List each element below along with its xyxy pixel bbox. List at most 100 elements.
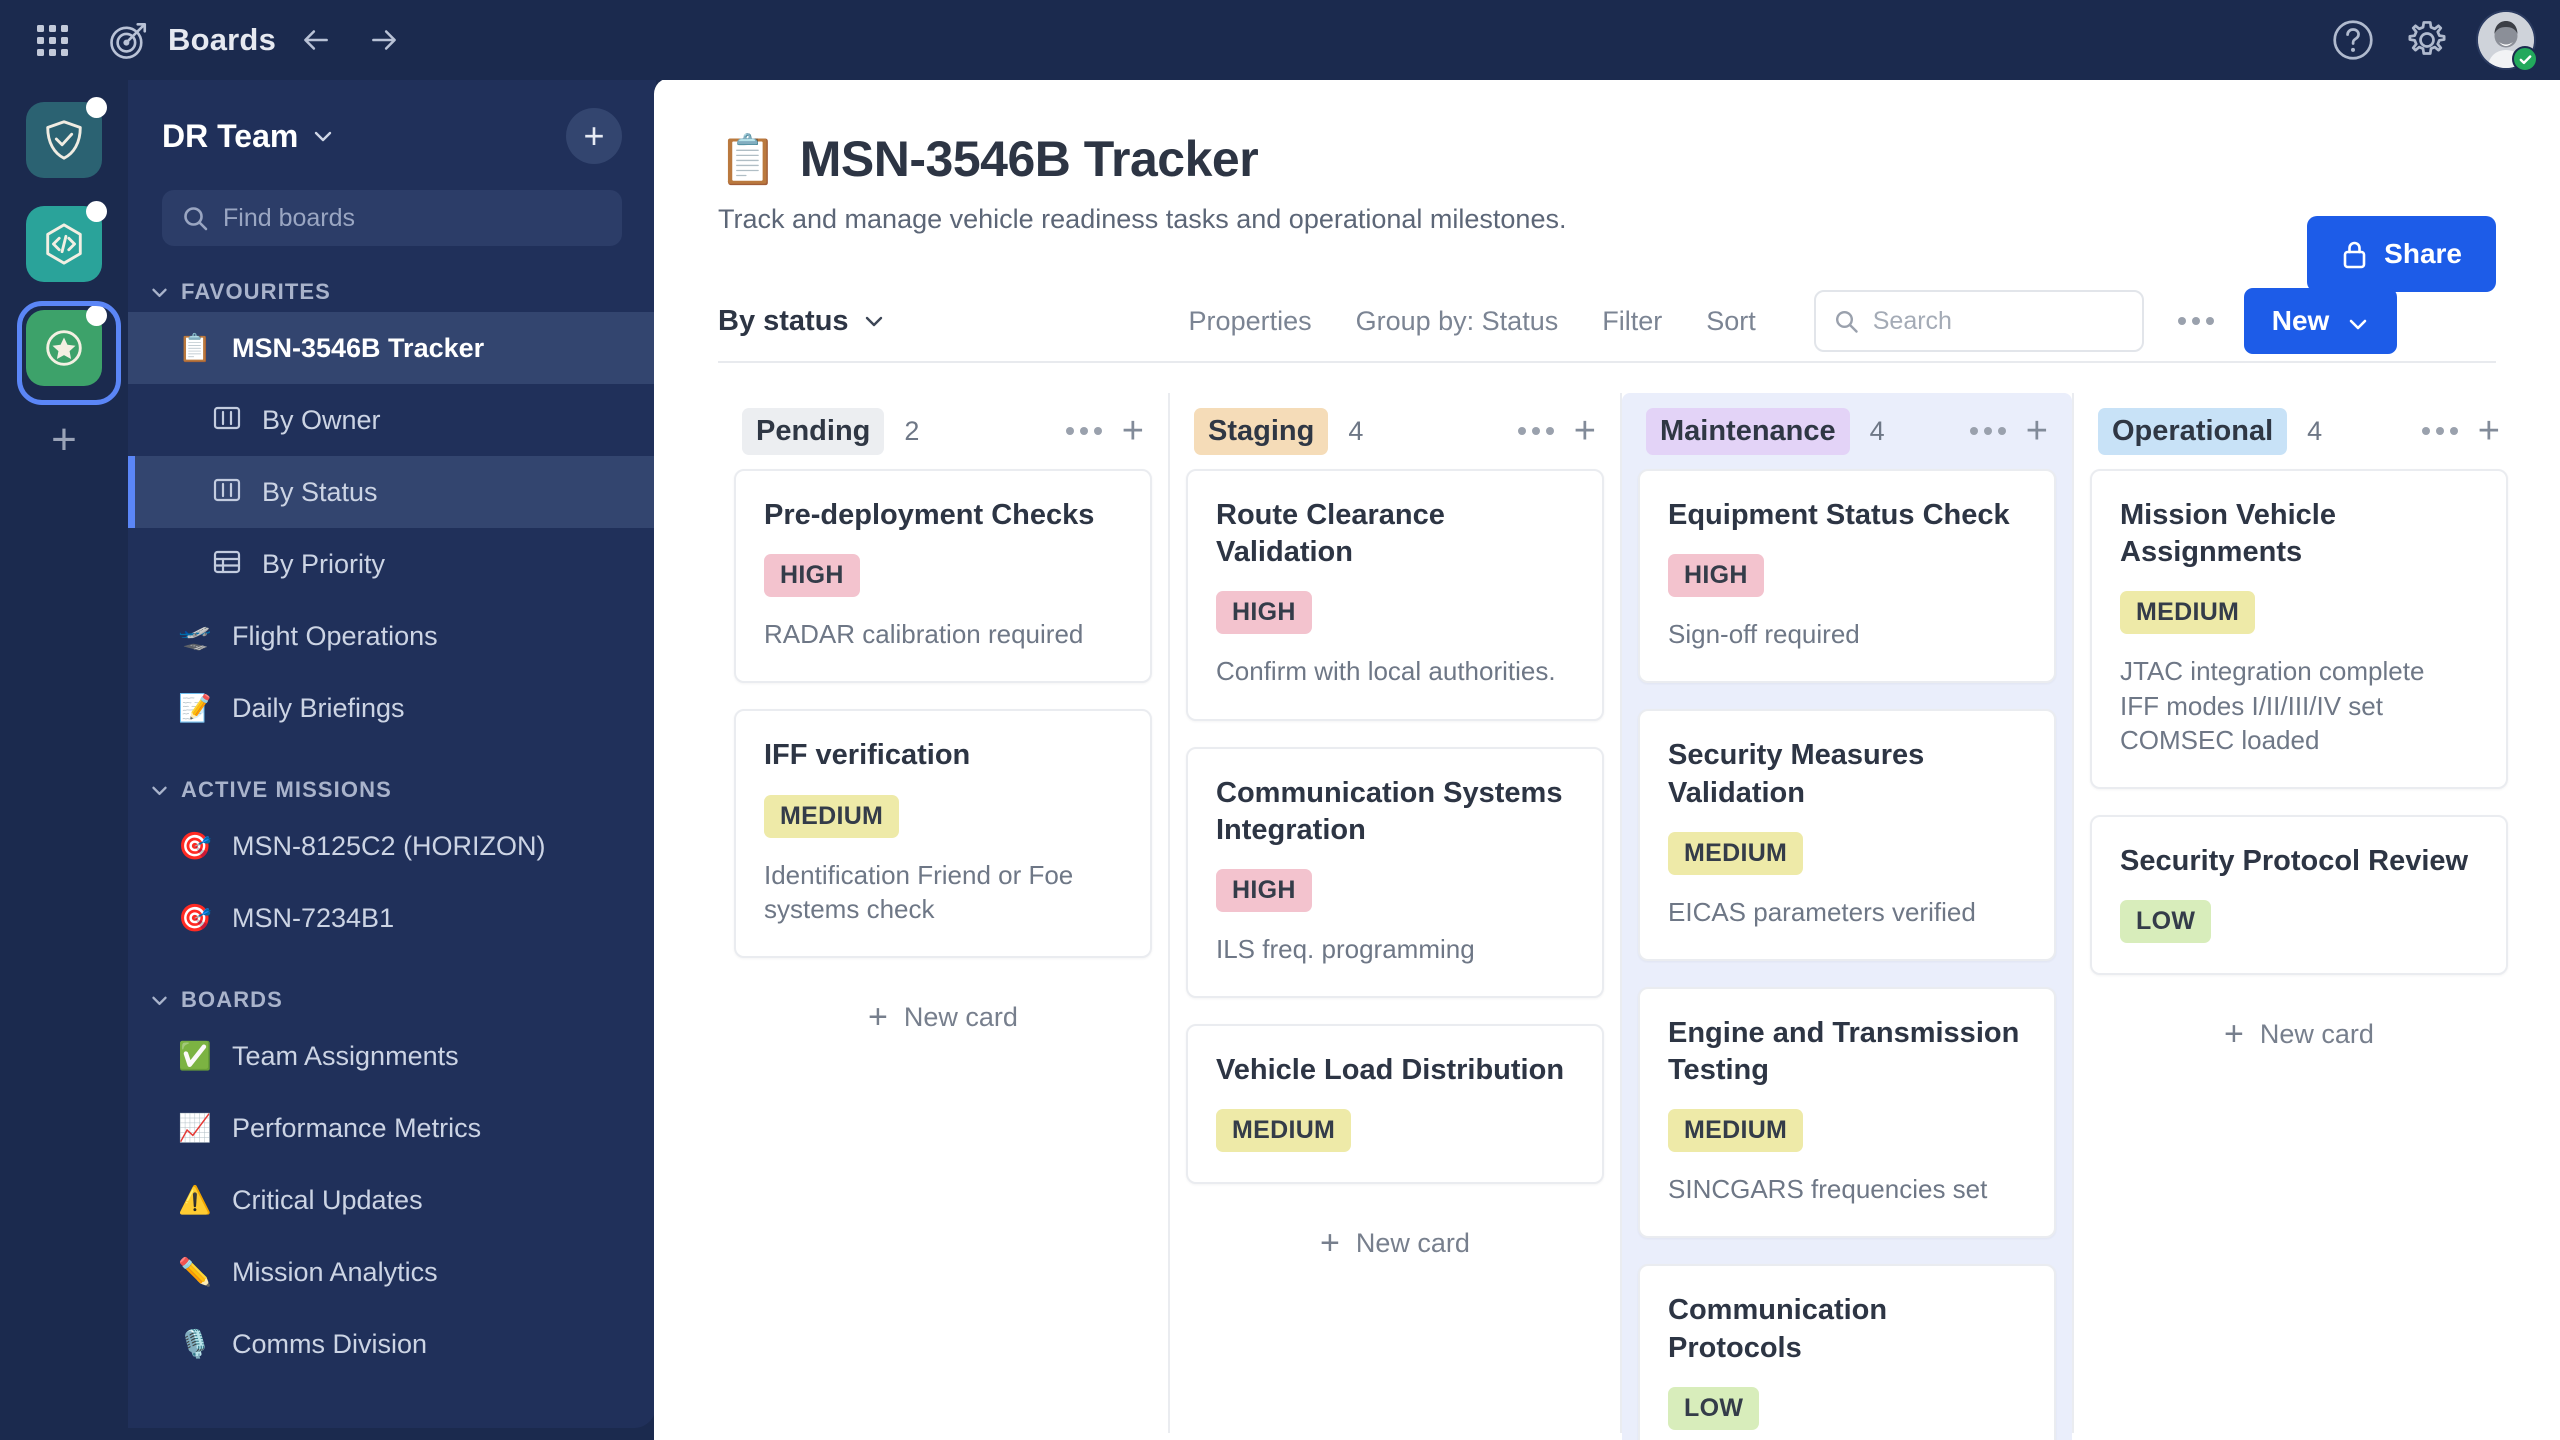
help-circle-icon[interactable] (2330, 17, 2376, 63)
add-board-button[interactable]: + (566, 108, 622, 164)
sidebar-item-label: MSN-3546B Tracker (232, 332, 485, 363)
card-description-line: Sign-off required (1668, 619, 1860, 650)
column-menu-ellipsis-icon[interactable] (1517, 427, 1554, 435)
apps-grid-icon[interactable] (20, 8, 84, 72)
find-boards-field[interactable] (162, 190, 622, 246)
column-name-pill[interactable]: Staging (1194, 407, 1329, 455)
kanban-card[interactable]: IFF verification MEDIUM Identification Fri… (734, 709, 1152, 959)
board-columns-icon (212, 475, 242, 510)
kanban-card[interactable]: Communication Protocols LOW (1638, 1264, 2056, 1440)
toolbar-action-sort[interactable]: Sort (1706, 305, 1756, 336)
column-name-pill[interactable]: Operational (2098, 407, 2288, 455)
workspace-code-hexagon[interactable] (26, 201, 107, 282)
kanban-card[interactable]: Communication Systems Integration HIGH ILS… (1186, 746, 1604, 999)
search-icon (1834, 309, 1859, 334)
column-menu-ellipsis-icon[interactable] (1969, 427, 2006, 435)
new-card-button[interactable]: + New card (2090, 1001, 2508, 1067)
sidebar-item-emoji: 📋 (178, 333, 212, 363)
priority-badge: HIGH (1216, 868, 1312, 912)
gear-icon[interactable] (2404, 17, 2450, 63)
sidebar-item-emoji: 🎯 (178, 903, 212, 933)
sidebar-item-daily-briefings[interactable]: 📝 Daily Briefings (128, 672, 656, 744)
sidebar-item-emoji: ⚠️ (178, 1185, 212, 1215)
sidebar-item-critical-updates[interactable]: ⚠️ Critical Updates (128, 1164, 656, 1236)
kanban-card[interactable]: Vehicle Load Distribution MEDIUM (1186, 1024, 1604, 1185)
lock-icon (2341, 239, 2368, 270)
column-menu-ellipsis-icon[interactable] (1065, 427, 1102, 435)
share-button[interactable]: Share (2307, 216, 2496, 292)
avatar[interactable] (2478, 12, 2538, 72)
column-name-pill[interactable]: Pending (742, 407, 885, 455)
board-search-input[interactable] (1872, 306, 2124, 336)
card-description: Confirm with local authorities. (1216, 654, 1574, 688)
sidebar-item-team-assignments[interactable]: ✅ Team Assignments (128, 1020, 656, 1092)
kanban-card[interactable]: Equipment Status Check HIGH Sign-off requi… (1638, 469, 2056, 684)
sidebar-item-msn-8125c2-horizon[interactable]: 🎯 MSN-8125C2 (HORIZON) (128, 810, 656, 882)
sidebar-section-header-favourites[interactable]: FAVOURITES (128, 272, 656, 312)
arrow-left-icon[interactable] (288, 12, 344, 68)
sidebar-item-comms-division[interactable]: 🎙️ Comms Division (128, 1308, 656, 1380)
search-icon (182, 205, 209, 232)
new-card-button[interactable]: + New card (1186, 1210, 1604, 1276)
add-workspace-button[interactable]: + (51, 415, 77, 464)
kanban-card[interactable]: Engine and Transmission Testing MEDIUM SIN… (1638, 986, 2056, 1239)
kanban-card[interactable]: Security Measures Validation MEDIUM EICAS … (1638, 709, 2056, 961)
notification-dot (86, 201, 107, 222)
team-switcher[interactable]: DR Team (162, 118, 334, 155)
column-menu-ellipsis-icon[interactable] (2421, 427, 2458, 435)
sidebar-section-header-boards[interactable]: BOARDS (128, 980, 656, 1020)
arrow-right-icon[interactable] (356, 12, 412, 68)
kanban-card[interactable]: Mission Vehicle Assignments MEDIUM JTAC in… (2090, 469, 2508, 790)
notification-dot (86, 305, 107, 326)
view-switcher[interactable]: By status (718, 305, 885, 338)
sidebar-item-emoji: 🎯 (178, 831, 212, 861)
main-panel: 📋 MSN-3546B Tracker Track and manage veh… (654, 78, 2560, 1440)
column-name-pill[interactable]: Maintenance (1646, 407, 1850, 455)
new-card-label: New card (1355, 1227, 1470, 1258)
sidebar-item-msn-3546b-tracker[interactable]: 📋 MSN-3546B Tracker (128, 312, 656, 384)
card-title: Security Protocol Review (2120, 845, 2469, 878)
column-add-card-icon[interactable]: + (1573, 410, 1596, 452)
ellipsis-icon[interactable] (2170, 295, 2222, 347)
workspace-star-circle[interactable] (17, 301, 121, 405)
board-search-field[interactable] (1813, 290, 2144, 352)
kanban-column-pending: Pending 2 + Pre-deployment Checks HIGH RADAR … (718, 393, 1168, 1433)
sidebar-item-emoji: 📝 (178, 693, 212, 723)
column-add-card-icon[interactable]: + (2477, 410, 2500, 452)
check-badge-icon (2512, 46, 2538, 72)
brand[interactable]: Boards (108, 19, 276, 61)
column-add-card-icon[interactable]: + (1121, 410, 1144, 452)
new-card-button[interactable]: + New card (734, 984, 1152, 1050)
chevron-down-icon (312, 125, 334, 147)
toolbar-action-group-by-status[interactable]: Group by: Status (1355, 305, 1559, 336)
kanban-card[interactable]: Route Clearance Validation HIGH Confirm wi… (1186, 469, 1604, 721)
sidebar-item-by-priority[interactable]: By Priority (128, 528, 656, 600)
column-card-count: 4 (2307, 415, 2323, 446)
sidebar-header: DR Team + (128, 80, 656, 164)
sidebar-section: ACTIVE MISSIONS 🎯 MSN-8125C2 (HORIZON) 🎯 MSN… (128, 770, 656, 954)
sidebar-item-mission-analytics[interactable]: ✏️ Mission Analytics (128, 1236, 656, 1308)
card-description: SINCGARS frequencies set (1668, 1172, 2026, 1206)
board-toolbar: By status Properties Group by: Status Filt… (718, 281, 2496, 361)
sidebar-section-header-active-missions[interactable]: ACTIVE MISSIONS (128, 770, 656, 810)
column-add-card-icon[interactable]: + (2025, 410, 2048, 452)
sidebar-item-by-owner[interactable]: By Owner (128, 384, 656, 456)
new-button[interactable]: New (2243, 288, 2398, 354)
find-boards-input[interactable] (223, 203, 602, 233)
sidebar-item-performance-metrics[interactable]: 📈 Performance Metrics (128, 1092, 656, 1164)
kanban-card[interactable]: Security Protocol Review LOW (2090, 815, 2508, 976)
workspace-shield-check[interactable] (26, 97, 107, 178)
sidebar-item-emoji: ✏️ (178, 1257, 212, 1287)
kanban-card[interactable]: Pre-deployment Checks HIGH RADAR calibrati… (734, 469, 1152, 684)
target-logo-icon (108, 19, 150, 61)
card-title: IFF verification (764, 739, 971, 772)
card-title: Pre-deployment Checks (764, 499, 1095, 531)
kanban-column-operational: Operational 4 + Mission Vehicle Assignments… (2074, 393, 2524, 1433)
toolbar-action-properties[interactable]: Properties (1188, 305, 1312, 336)
toolbar-action-filter[interactable]: Filter (1602, 305, 1663, 336)
sidebar-item-flight-operations[interactable]: 🛫 Flight Operations (128, 600, 656, 672)
share-button-label: Share (2384, 238, 2462, 269)
chevron-down-icon (150, 283, 169, 302)
sidebar-item-msn-7234b1[interactable]: 🎯 MSN-7234B1 (128, 882, 656, 954)
sidebar-item-by-status[interactable]: By Status (128, 456, 656, 528)
